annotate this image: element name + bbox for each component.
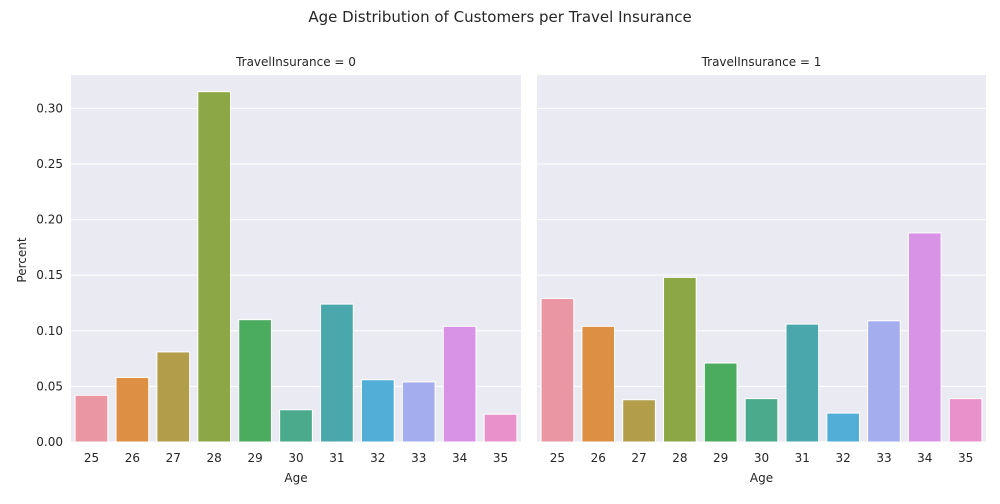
y-tick-label: 0.25 (36, 157, 63, 171)
panels: 0.00 0.05 0.10 0.15 0.20 0.25 0.30 TravelInsura… (36, 55, 986, 485)
panel-title: TravelInsurance = 1 (701, 55, 822, 69)
x-tick-label: 35 (493, 451, 508, 465)
x-tick-label: 33 (876, 451, 891, 465)
x-tick-label: 28 (207, 451, 222, 465)
panel-0: 0.00 0.05 0.10 0.15 0.20 0.25 0.30 TravelInsura… (36, 55, 521, 485)
chart-title: Age Distribution of Customers per Travel… (308, 8, 691, 26)
bar-age-33 (867, 320, 901, 443)
bar-age-31 (320, 303, 354, 443)
bar-age-26 (581, 325, 616, 443)
x-tick-label: 29 (247, 451, 262, 465)
bar-age-32 (360, 379, 395, 443)
bar-age-34 (442, 325, 477, 443)
bar-age-34 (907, 232, 942, 443)
panel-title: TravelInsurance = 0 (235, 55, 356, 69)
y-axis-label: Percent (15, 237, 29, 282)
x-axis-label: Age (750, 471, 773, 485)
y-tick-label: 0.15 (36, 268, 63, 282)
y-tick-label: 0.20 (36, 213, 63, 227)
y-tick-label: 0.00 (36, 435, 63, 449)
bar-age-33 (401, 381, 436, 443)
x-tick-label: 34 (917, 451, 932, 465)
bar-age-35 (483, 413, 518, 443)
x-tick-label: 32 (370, 451, 385, 465)
x-tick-label: 30 (288, 451, 303, 465)
x-tick-label: 27 (631, 451, 646, 465)
y-tick-label: 0.05 (36, 379, 63, 393)
x-tick-label: 31 (795, 451, 810, 465)
x-tick-label: 30 (754, 451, 769, 465)
bar-age-32 (826, 412, 860, 443)
x-tick-label: 31 (329, 451, 344, 465)
bar-age-28 (197, 91, 232, 443)
bar-age-30 (279, 409, 313, 443)
bar-age-28 (663, 276, 697, 443)
panel-1: TravelInsurance = 1 25 26 27 28 29 30 31 32 33 34 3… (537, 55, 986, 485)
x-tick-label: 32 (835, 451, 850, 465)
x-tick-label: 26 (591, 451, 606, 465)
bar-age-35 (948, 398, 983, 443)
bar-age-29 (238, 319, 272, 443)
x-tick-label: 35 (958, 451, 973, 465)
x-axis-label: Age (284, 471, 307, 485)
x-tick-label: 28 (672, 451, 687, 465)
bar-age-25 (74, 394, 109, 443)
bar-age-27 (156, 351, 191, 443)
bar-age-25 (540, 298, 575, 443)
bar-age-26 (115, 376, 150, 443)
bar-age-29 (703, 362, 738, 443)
x-tick-label: 26 (125, 451, 140, 465)
bar-age-30 (744, 398, 779, 443)
y-tick-label: 0.30 (36, 101, 63, 115)
bar-age-31 (785, 323, 820, 443)
x-tick-label: 27 (166, 451, 181, 465)
x-tick-label: 25 (550, 451, 565, 465)
x-tick-label: 29 (713, 451, 728, 465)
x-tick-label: 25 (84, 451, 99, 465)
x-tick-label: 33 (411, 451, 426, 465)
x-tick-label: 34 (452, 451, 467, 465)
bar-age-27 (622, 399, 656, 443)
y-tick-label: 0.10 (36, 324, 63, 338)
